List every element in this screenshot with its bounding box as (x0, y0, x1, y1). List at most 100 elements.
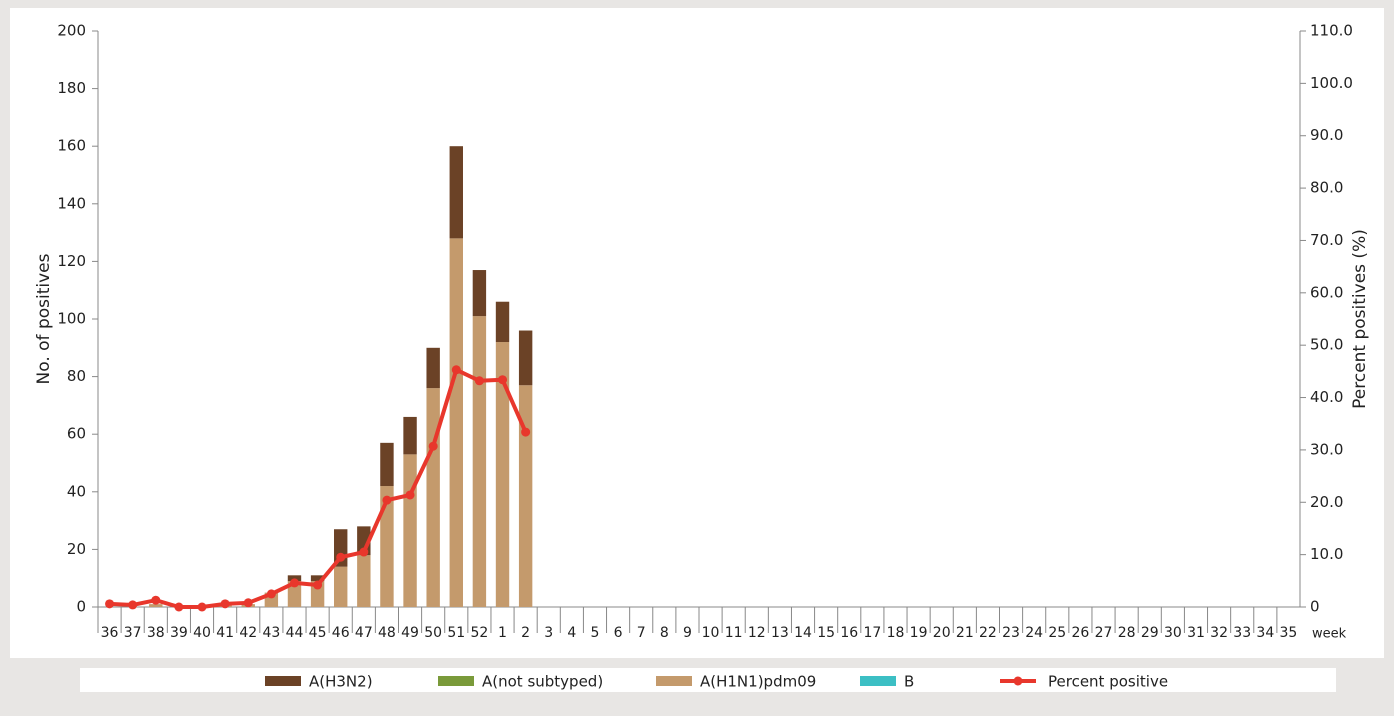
x-tick-label: 33 (1233, 625, 1251, 641)
x-tick-label: 21 (956, 625, 974, 641)
y-axis-title: No. of positives (34, 253, 54, 384)
bar-segment (495, 301, 510, 343)
x-tick-label: 35 (1280, 625, 1298, 641)
x-tick-label: 5 (591, 625, 600, 641)
x-tick-label: 50 (424, 625, 442, 641)
x-tick-label: 1 (498, 625, 507, 641)
line-marker (289, 578, 299, 588)
legend-label: B (904, 673, 914, 691)
x-tick-label: 41 (216, 625, 234, 641)
bar-segment (380, 486, 394, 607)
x-tick-label: 17 (863, 625, 881, 641)
legend-swatch (438, 676, 474, 686)
line-marker (521, 427, 531, 437)
x-tick-label: 43 (262, 625, 280, 641)
x-tick-label: 20 (933, 625, 951, 641)
x-tick-label: 9 (683, 625, 692, 641)
x-tick-label: 31 (1187, 625, 1205, 641)
y-tick-label: 20 (67, 540, 86, 558)
bar-segment (287, 575, 302, 582)
x-tick-label: 19 (910, 625, 928, 641)
x-tick-label: 40 (193, 625, 211, 641)
line-marker (382, 495, 392, 505)
y2-tick-label: 100.0 (1310, 74, 1353, 92)
legend-label: Percent positive (1048, 673, 1168, 691)
x-tick-label: 49 (401, 625, 419, 641)
y2-tick-label: 10.0 (1310, 545, 1343, 563)
y-tick-label: 180 (57, 79, 86, 97)
line-marker (474, 376, 484, 386)
bar-segment (449, 146, 463, 239)
x-tick-label: 36 (101, 625, 119, 641)
x-tick-label: 45 (309, 625, 327, 641)
x-tick-label: 16 (840, 625, 858, 641)
x-tick-label: 2 (521, 625, 530, 641)
x-tick-label: 24 (1025, 625, 1043, 641)
line-marker (220, 599, 230, 609)
y-tick-label: 60 (67, 425, 86, 443)
bar-segment (149, 604, 163, 607)
x-tick-label: 18 (887, 625, 905, 641)
legend-label: A(H3N2) (309, 673, 373, 691)
line-marker (105, 599, 115, 609)
y-tick-label: 160 (57, 137, 86, 155)
y-tick-label: 40 (67, 482, 86, 500)
bar-segment (287, 581, 302, 607)
x-tick-label: 47 (355, 625, 373, 641)
bar-segment (426, 347, 440, 389)
bar-segment (380, 442, 394, 487)
bar-segment (495, 342, 510, 607)
y2-axis-title: Percent positives (%) (1350, 229, 1370, 409)
x-tick-label: 48 (378, 625, 396, 641)
x-tick-label: 26 (1071, 625, 1089, 641)
x-tick-label: 37 (124, 625, 142, 641)
x-tick-label: 8 (660, 625, 669, 641)
x-tick-label: 44 (286, 625, 304, 641)
bar-segment (403, 416, 417, 455)
x-tick-label: 10 (702, 625, 720, 641)
x-tick-label: 6 (614, 625, 623, 641)
legend-label: A(not subtyped) (482, 673, 603, 691)
line-marker (451, 365, 461, 375)
y-tick-label: 0 (76, 598, 86, 616)
bar-segment (357, 555, 371, 607)
bar-segment (310, 575, 325, 582)
y2-tick-label: 60.0 (1310, 283, 1343, 301)
legend-swatch (860, 676, 896, 686)
y-tick-label: 120 (57, 252, 86, 270)
line-marker (428, 441, 438, 451)
x-tick-label: 23 (1002, 625, 1020, 641)
y2-tick-label: 50.0 (1310, 336, 1343, 354)
line-marker (266, 589, 276, 599)
x-tick-label: 12 (748, 625, 766, 641)
x-tick-label: 14 (794, 625, 812, 641)
y-tick-label: 80 (67, 367, 86, 385)
line-marker (359, 547, 369, 557)
x-tick-label: 30 (1164, 625, 1182, 641)
line-marker (174, 602, 184, 612)
x-tick-label: 3 (544, 625, 553, 641)
bar-segment (518, 385, 533, 607)
line-marker (336, 552, 346, 562)
plot-panel (10, 8, 1384, 658)
line-marker (151, 595, 161, 605)
x-tick-label: 29 (1141, 625, 1159, 641)
y2-tick-label: 80.0 (1310, 179, 1343, 197)
x-tick-label: 15 (817, 625, 835, 641)
x-tick-label: 27 (1095, 625, 1113, 641)
x-tick-label: 13 (771, 625, 789, 641)
y2-tick-label: 30.0 (1310, 440, 1343, 458)
x-tick-label: 42 (239, 625, 257, 641)
x-tick-label: 32 (1210, 625, 1228, 641)
x-tick-label: 25 (1048, 625, 1066, 641)
y-tick-label: 200 (57, 22, 86, 40)
y2-tick-label: 0 (1310, 598, 1320, 616)
x-tick-label: 22 (979, 625, 997, 641)
bar-segment (403, 454, 417, 607)
y2-tick-label: 70.0 (1310, 231, 1343, 249)
bar-segment (334, 566, 348, 607)
x-tick-label: 11 (725, 625, 743, 641)
x-axis-title: week (1312, 627, 1347, 642)
legend-label: A(H1N1)pdm09 (700, 673, 816, 691)
x-tick-label: 52 (470, 625, 488, 641)
